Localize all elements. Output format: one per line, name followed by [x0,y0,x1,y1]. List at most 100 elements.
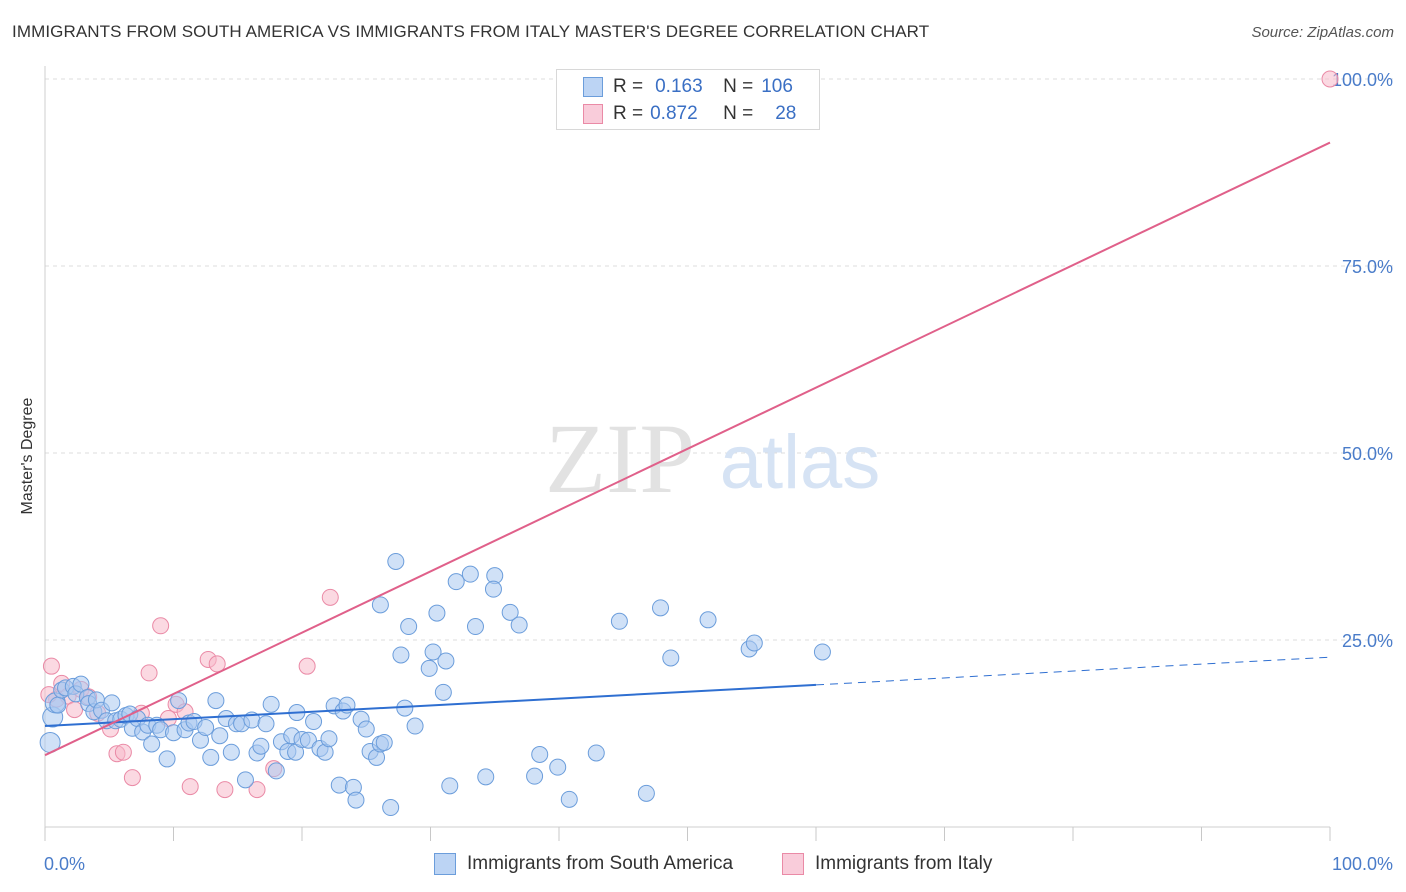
italy-point-14 [152,617,170,635]
bottom-legend-label-italy: Immigrants from Italy [815,853,993,874]
legend-row-italy: R = 0.872 N = 28 [583,102,796,126]
south-america-point-47 [262,695,280,713]
south-america-point-27 [158,750,176,768]
south-america-point-48 [267,762,285,780]
south-america-point-42 [236,771,254,789]
south-america-point-80 [424,643,442,661]
south-america-point-95 [549,758,567,776]
italy-point-20 [208,655,226,673]
n-value-italy: 28 [775,103,797,124]
south-america-point-86 [461,565,479,583]
italy-point-11 [123,769,141,787]
watermark-zip: ZIP [545,403,695,514]
y-tick-label-1: 50.0% [1342,444,1393,464]
trend-line-south-america-extension [815,656,1331,686]
x-tick-label-0: 0.0% [44,854,85,874]
grid-lines [45,78,1394,641]
italy-point-24 [298,657,316,675]
south-america-point-37 [211,727,229,745]
y-axis-label: Master's Degree [19,397,36,515]
south-america-point-83 [437,652,455,670]
south-america-point-92 [510,616,528,634]
italy-point-18 [181,778,199,796]
south-america-point-93 [526,767,544,785]
bottom-legend-label-south-america: Immigrants from South America [467,853,734,874]
south-america-point-98 [610,612,628,630]
legend-swatch-blue [583,77,603,97]
bottom-swatch-pink [782,853,804,875]
n-value-south-america: 106 [761,76,793,97]
south-america-point-67 [357,720,375,738]
south-america-point-91 [501,603,519,621]
south-america-point-104 [745,634,763,652]
south-america-point-46 [257,715,275,733]
italy-point-4 [66,701,84,719]
y-tick-label-0: 25.0% [1342,631,1393,651]
south-america-point-56 [305,713,323,731]
watermark-atlas: atlas [720,420,881,505]
italy-point-25 [321,588,339,606]
italy-point-0 [42,657,60,675]
south-america-point-72 [382,799,400,817]
south-america-point-24 [143,735,161,753]
south-america-point-77 [406,717,424,735]
south-america-point-15 [103,694,121,712]
source-label: Source: ZipAtlas.com [1251,24,1394,41]
tick-labels: 25.0% 50.0% 75.0% 100.0% 0.0% 100.0% [44,70,1393,874]
chart-title: IMMIGRANTS FROM SOUTH AMERICA VS IMMIGRA… [12,22,930,41]
stats-legend: R = 0.163 N = 106 R = 0.872 N = 28 [556,69,820,130]
south-america-point-94 [531,745,549,763]
south-america-point-97 [587,744,605,762]
trend-line-italy [44,141,1331,757]
bottom-swatch-blue [434,853,456,875]
south-america-point-78 [371,596,389,614]
south-america-point-100 [652,599,670,617]
south-america-point-85 [447,573,465,591]
south-america-point-65 [347,791,365,809]
south-america-point-79 [420,659,438,677]
legend-row-south-america: R = 0.163 N = 106 [583,75,793,99]
south-america-point-90 [484,580,502,598]
r-value-south-america: 0.163 [655,76,703,97]
south-america-point-101 [662,649,680,667]
n-label: N = [723,103,754,124]
south-america-point-74 [392,646,410,664]
south-america-point-105 [813,643,831,661]
italy-point-26 [1321,70,1339,88]
south-america-point-3 [49,696,67,714]
italy-point-10 [114,743,132,761]
south-america-point-88 [477,768,495,786]
south-america-point-102 [699,611,717,629]
y-tick-label-2: 75.0% [1342,257,1393,277]
south-america-point-55 [299,731,317,749]
r-label: R = [613,103,644,124]
south-america-point-87 [466,618,484,636]
italy-point-13 [140,664,158,682]
n-label: N = [723,76,754,97]
south-america-point-45 [252,737,270,755]
x-tick-label-1: 100.0% [1332,854,1393,874]
watermark: ZIP atlas [545,403,880,514]
south-america-point-96 [560,790,578,808]
south-america-point-34 [197,719,215,737]
r-label: R = [613,76,644,97]
south-america-point-73 [387,552,405,570]
south-america-point-36 [207,692,225,710]
south-america-point-39 [222,743,240,761]
south-america-point-35 [202,748,220,766]
y-tick-label-3: 100.0% [1332,70,1393,90]
bottom-legend-south-america: Immigrants from South America [434,851,733,877]
r-value-italy: 0.872 [650,103,698,124]
south-america-point-99 [637,784,655,802]
south-america-point-81 [428,604,446,622]
italy-point-21 [216,781,234,799]
trend-lines [44,141,1331,757]
south-america-point-61 [330,776,348,794]
south-america-point-59 [320,730,338,748]
legend-swatch-pink [583,104,603,124]
south-america-point-82 [434,683,452,701]
italy-point-22 [248,781,266,799]
south-america-point-76 [400,618,418,636]
bottom-legend-italy: Immigrants from Italy [782,851,992,877]
